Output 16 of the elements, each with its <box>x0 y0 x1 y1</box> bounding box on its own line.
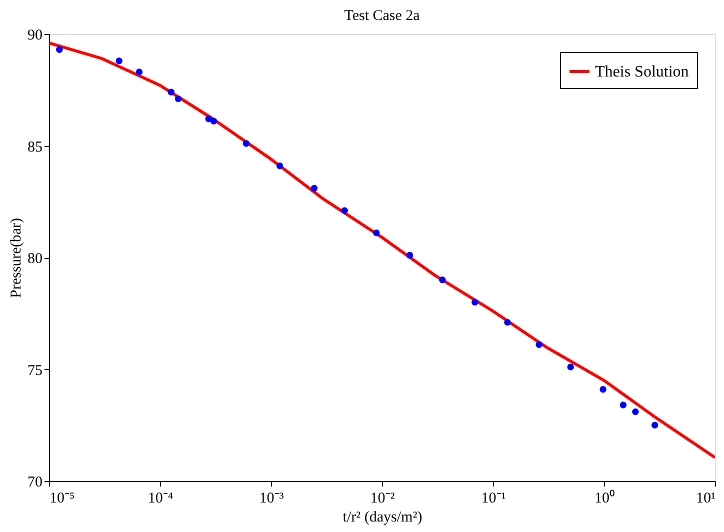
legend-label: Theis Solution <box>595 64 689 80</box>
x-tick-label: 10⁰ <box>594 490 614 506</box>
y-tick-label: 70 <box>28 474 42 490</box>
x-axis-title: t/r² (days/m²) <box>342 510 422 526</box>
y-tick-label: 80 <box>28 251 42 267</box>
y-tick-label: 90 <box>28 28 42 44</box>
x-tick-label: 10⁻³ <box>259 490 284 506</box>
y-axis-title: Pressure(bar) <box>8 218 24 298</box>
x-tick-label: 10⁻⁵ <box>50 490 75 506</box>
y-tick-label: 85 <box>28 139 42 156</box>
chart-title: Test Case 2a <box>344 8 420 24</box>
x-tick-label: 10⁻² <box>370 490 396 506</box>
y-tick-label: 75 <box>28 362 42 379</box>
x-tick-label: 10⁻¹ <box>481 490 506 506</box>
x-tick-label: 10¹ <box>696 490 716 506</box>
x-tick-label: 10⁻⁴ <box>148 490 174 506</box>
